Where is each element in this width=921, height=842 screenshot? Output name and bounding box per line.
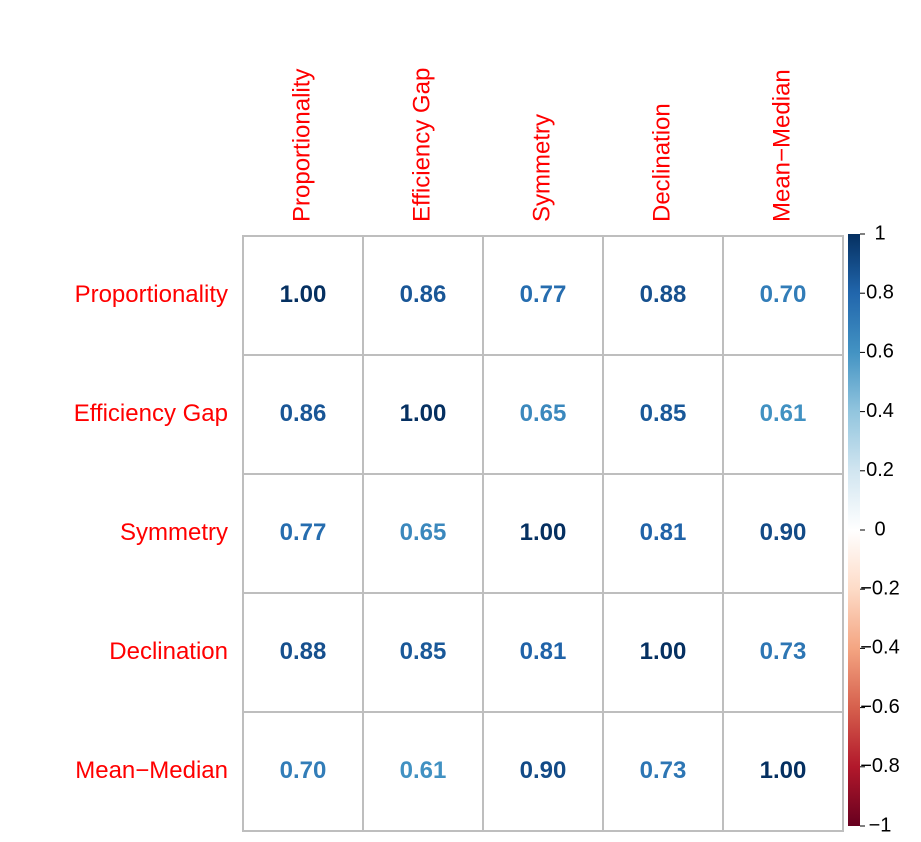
cell xyxy=(602,592,724,713)
column-label: Mean−Median xyxy=(768,69,795,222)
cell-value: 0.88 xyxy=(280,638,327,665)
cell xyxy=(722,592,844,713)
cell-value: 0.81 xyxy=(640,519,687,546)
row-label: Proportionality xyxy=(75,281,228,308)
cell-value: 0.86 xyxy=(400,281,447,308)
tick-label: −0.6 xyxy=(860,696,899,718)
cell-value: 0.90 xyxy=(520,757,567,784)
cell xyxy=(362,235,484,356)
cell xyxy=(242,354,364,475)
cell-value: 0.86 xyxy=(280,400,327,427)
row-label: Efficiency Gap xyxy=(74,400,228,427)
cell-value: 0.73 xyxy=(760,638,807,665)
cell-value: 0.61 xyxy=(760,400,807,427)
cell-value: 0.65 xyxy=(400,519,447,546)
cell xyxy=(482,592,604,713)
cell xyxy=(482,711,604,832)
row-label: Mean−Median xyxy=(75,757,228,784)
cell-value: 0.70 xyxy=(760,281,807,308)
cell-value: 1.00 xyxy=(520,519,567,546)
cell xyxy=(362,711,484,832)
tick-label: −0.2 xyxy=(860,577,899,599)
column-label: Efficiency Gap xyxy=(408,68,435,222)
tick-label: 1 xyxy=(874,222,885,244)
cell xyxy=(242,592,364,713)
cell xyxy=(482,354,604,475)
cell-value: 0.61 xyxy=(400,757,447,784)
cell xyxy=(242,711,364,832)
column-label: Proportionality xyxy=(288,69,315,222)
cell-value: 0.85 xyxy=(400,638,447,665)
column-label: Symmetry xyxy=(528,114,555,222)
tick-label: −0.4 xyxy=(860,637,899,659)
cell-value: 1.00 xyxy=(280,281,327,308)
cell xyxy=(722,711,844,832)
cell-value: 0.70 xyxy=(280,757,327,784)
cell xyxy=(602,473,724,594)
tick-label: 0.6 xyxy=(866,341,894,363)
cell-value: 0.90 xyxy=(760,519,807,546)
cell xyxy=(242,235,364,356)
tick-label: 0.8 xyxy=(866,281,894,303)
cell-value: 0.77 xyxy=(520,281,567,308)
tick-label: −0.8 xyxy=(860,755,899,777)
cell xyxy=(362,592,484,713)
cell-value: 0.85 xyxy=(640,400,687,427)
cell xyxy=(362,473,484,594)
cell-value: 0.81 xyxy=(520,638,567,665)
cell-value: 1.00 xyxy=(760,757,807,784)
cell xyxy=(722,354,844,475)
row-label: Symmetry xyxy=(120,519,228,546)
cell xyxy=(482,235,604,356)
tick-label: 0.2 xyxy=(866,459,894,481)
cell-value: 0.73 xyxy=(640,757,687,784)
tick-label: 0 xyxy=(874,518,885,540)
color-bar xyxy=(848,234,860,826)
cell-value: 0.88 xyxy=(640,281,687,308)
cell-value: 1.00 xyxy=(640,638,687,665)
cell-value: 1.00 xyxy=(400,400,447,427)
tick-label: 0.4 xyxy=(866,400,894,422)
cell-value: 0.77 xyxy=(280,519,327,546)
cell-value: 0.65 xyxy=(520,400,567,427)
column-label: Declination xyxy=(648,103,675,222)
row-label: Declination xyxy=(109,638,228,665)
tick-label: −1 xyxy=(869,814,892,836)
